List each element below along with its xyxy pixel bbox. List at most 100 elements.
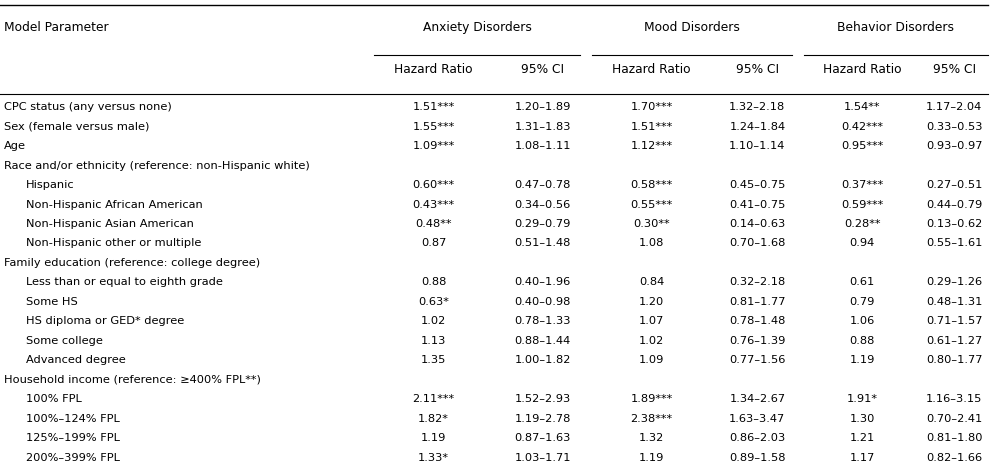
Text: 0.34–0.56: 0.34–0.56 xyxy=(515,199,570,209)
Text: Behavior Disorders: Behavior Disorders xyxy=(838,21,954,34)
Text: 1.70***: 1.70*** xyxy=(631,102,672,112)
Text: Hazard Ratio: Hazard Ratio xyxy=(612,63,691,75)
Text: 0.63*: 0.63* xyxy=(418,296,449,307)
Text: 0.79: 0.79 xyxy=(849,296,875,307)
Text: 0.43***: 0.43*** xyxy=(413,199,454,209)
Text: 2.11***: 2.11*** xyxy=(413,394,454,404)
Text: CPC status (any versus none): CPC status (any versus none) xyxy=(4,102,171,112)
Text: Hazard Ratio: Hazard Ratio xyxy=(823,63,902,75)
Text: 1.00–1.82: 1.00–1.82 xyxy=(515,355,570,365)
Text: 1.32: 1.32 xyxy=(639,432,664,443)
Text: 0.78–1.48: 0.78–1.48 xyxy=(730,316,785,326)
Text: Some HS: Some HS xyxy=(26,296,77,307)
Text: 0.40–0.98: 0.40–0.98 xyxy=(515,296,570,307)
Text: 0.42***: 0.42*** xyxy=(842,121,883,131)
Text: 0.60***: 0.60*** xyxy=(413,180,454,190)
Text: 1.52–2.93: 1.52–2.93 xyxy=(515,394,570,404)
Text: 0.93–0.97: 0.93–0.97 xyxy=(926,141,983,151)
Text: Model Parameter: Model Parameter xyxy=(4,21,109,34)
Text: 0.30**: 0.30** xyxy=(634,219,669,229)
Text: 1.91*: 1.91* xyxy=(846,394,878,404)
Text: 0.87: 0.87 xyxy=(421,238,446,248)
Text: 0.61–1.27: 0.61–1.27 xyxy=(927,335,982,345)
Text: Mood Disorders: Mood Disorders xyxy=(644,21,740,34)
Text: 0.48–1.31: 0.48–1.31 xyxy=(927,296,982,307)
Text: Household income (reference: ≥400% FPL**): Household income (reference: ≥400% FPL**… xyxy=(4,374,260,384)
Text: 1.09***: 1.09*** xyxy=(413,141,454,151)
Text: 0.81–1.80: 0.81–1.80 xyxy=(926,432,983,443)
Text: 1.32–2.18: 1.32–2.18 xyxy=(730,102,785,112)
Text: 0.44–0.79: 0.44–0.79 xyxy=(927,199,982,209)
Text: 0.28**: 0.28** xyxy=(844,219,880,229)
Text: 0.13–0.62: 0.13–0.62 xyxy=(927,219,982,229)
Text: 0.88: 0.88 xyxy=(849,335,875,345)
Text: 1.54**: 1.54** xyxy=(844,102,880,112)
Text: 0.80–1.77: 0.80–1.77 xyxy=(926,355,983,365)
Text: 0.47–0.78: 0.47–0.78 xyxy=(515,180,570,190)
Text: 1.19: 1.19 xyxy=(421,432,446,443)
Text: 1.12***: 1.12*** xyxy=(631,141,672,151)
Text: 1.82*: 1.82* xyxy=(418,413,449,423)
Text: 0.88: 0.88 xyxy=(421,277,446,287)
Text: 2.38***: 2.38*** xyxy=(631,413,672,423)
Text: 0.41–0.75: 0.41–0.75 xyxy=(730,199,785,209)
Text: 1.51***: 1.51*** xyxy=(413,102,454,112)
Text: HS diploma or GED* degree: HS diploma or GED* degree xyxy=(26,316,184,326)
Text: 0.55***: 0.55*** xyxy=(631,199,672,209)
Text: 0.51–1.48: 0.51–1.48 xyxy=(515,238,570,248)
Text: 1.55***: 1.55*** xyxy=(413,121,454,131)
Text: Anxiety Disorders: Anxiety Disorders xyxy=(423,21,532,34)
Text: 0.45–0.75: 0.45–0.75 xyxy=(730,180,785,190)
Text: 95% CI: 95% CI xyxy=(736,63,779,75)
Text: 1.02: 1.02 xyxy=(639,335,664,345)
Text: 0.78–1.33: 0.78–1.33 xyxy=(514,316,571,326)
Text: 0.70–2.41: 0.70–2.41 xyxy=(927,413,982,423)
Text: 1.31–1.83: 1.31–1.83 xyxy=(514,121,571,131)
Text: 125%–199% FPL: 125%–199% FPL xyxy=(26,432,120,443)
Text: 1.30: 1.30 xyxy=(849,413,875,423)
Text: 0.58***: 0.58*** xyxy=(631,180,672,190)
Text: 0.29–0.79: 0.29–0.79 xyxy=(515,219,570,229)
Text: 1.08–1.11: 1.08–1.11 xyxy=(514,141,571,151)
Text: 1.08: 1.08 xyxy=(639,238,664,248)
Text: Sex (female versus male): Sex (female versus male) xyxy=(4,121,149,131)
Text: 0.37***: 0.37*** xyxy=(842,180,883,190)
Text: Non-Hispanic Asian American: Non-Hispanic Asian American xyxy=(26,219,194,229)
Text: 1.34–2.67: 1.34–2.67 xyxy=(730,394,785,404)
Text: 1.20–1.89: 1.20–1.89 xyxy=(515,102,570,112)
Text: Some college: Some college xyxy=(26,335,103,345)
Text: 1.13: 1.13 xyxy=(421,335,446,345)
Text: 1.17: 1.17 xyxy=(849,452,875,462)
Text: 1.33*: 1.33* xyxy=(418,452,449,462)
Text: 0.95***: 0.95*** xyxy=(842,141,883,151)
Text: 1.63–3.47: 1.63–3.47 xyxy=(730,413,785,423)
Text: Race and/or ethnicity (reference: non-Hispanic white): Race and/or ethnicity (reference: non-Hi… xyxy=(4,160,310,170)
Text: 0.94: 0.94 xyxy=(849,238,875,248)
Text: 0.89–1.58: 0.89–1.58 xyxy=(729,452,786,462)
Text: 0.48**: 0.48** xyxy=(416,219,451,229)
Text: 0.29–1.26: 0.29–1.26 xyxy=(927,277,982,287)
Text: Advanced degree: Advanced degree xyxy=(26,355,126,365)
Text: 0.33–0.53: 0.33–0.53 xyxy=(926,121,983,131)
Text: Age: Age xyxy=(4,141,26,151)
Text: 100%–124% FPL: 100%–124% FPL xyxy=(26,413,120,423)
Text: 1.06: 1.06 xyxy=(849,316,875,326)
Text: 1.19: 1.19 xyxy=(639,452,664,462)
Text: 1.24–1.84: 1.24–1.84 xyxy=(730,121,785,131)
Text: 0.82–1.66: 0.82–1.66 xyxy=(927,452,982,462)
Text: 0.86–2.03: 0.86–2.03 xyxy=(730,432,785,443)
Text: 1.03–1.71: 1.03–1.71 xyxy=(514,452,571,462)
Text: 1.10–1.14: 1.10–1.14 xyxy=(730,141,785,151)
Text: Family education (reference: college degree): Family education (reference: college deg… xyxy=(4,257,260,268)
Text: 1.20: 1.20 xyxy=(639,296,664,307)
Text: 0.81–1.77: 0.81–1.77 xyxy=(729,296,786,307)
Text: 1.35: 1.35 xyxy=(421,355,446,365)
Text: 95% CI: 95% CI xyxy=(521,63,564,75)
Text: 1.02: 1.02 xyxy=(421,316,446,326)
Text: 1.51***: 1.51*** xyxy=(631,121,672,131)
Text: 0.14–0.63: 0.14–0.63 xyxy=(730,219,785,229)
Text: Less than or equal to eighth grade: Less than or equal to eighth grade xyxy=(26,277,223,287)
Text: 0.76–1.39: 0.76–1.39 xyxy=(730,335,785,345)
Text: 0.77–1.56: 0.77–1.56 xyxy=(730,355,785,365)
Text: 0.32–2.18: 0.32–2.18 xyxy=(730,277,785,287)
